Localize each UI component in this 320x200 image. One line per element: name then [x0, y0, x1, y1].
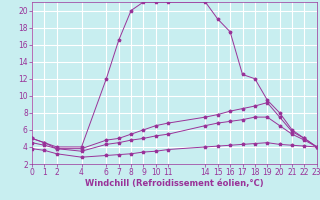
X-axis label: Windchill (Refroidissement éolien,°C): Windchill (Refroidissement éolien,°C) [85, 179, 264, 188]
